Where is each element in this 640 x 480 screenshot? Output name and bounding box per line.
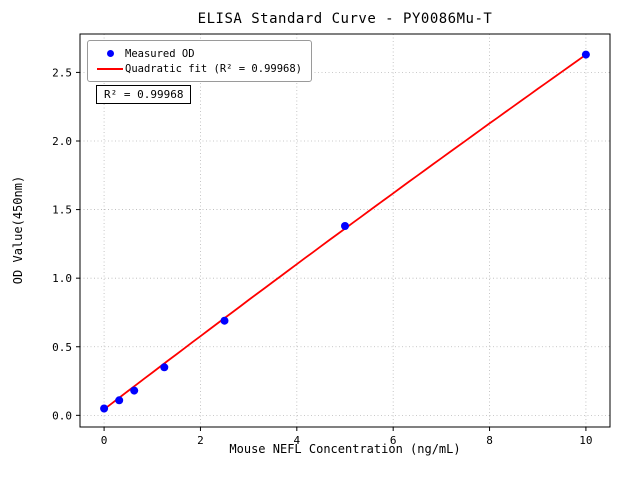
- x-tick-label: 2: [197, 434, 204, 447]
- data-point: [581, 50, 590, 59]
- quadratic-fit-line: [103, 53, 587, 411]
- legend-marker: [95, 50, 125, 57]
- x-tick-label: 10: [579, 434, 592, 447]
- legend-item-quadratic-fit: Quadratic fit (R² = 0.99968): [95, 61, 302, 76]
- blue-dot-marker-icon: [106, 50, 114, 57]
- y-tick-label: 1.0: [52, 272, 72, 285]
- y-tick-label: 0.0: [52, 409, 72, 422]
- data-point: [100, 404, 109, 413]
- legend-label-measured-od: Measured OD: [125, 47, 195, 60]
- y-tick-label: 2.0: [52, 135, 72, 148]
- legend-item-measured-od: Measured OD: [95, 46, 302, 61]
- red-line-marker-icon: [97, 67, 123, 70]
- legend-label-quadratic-fit: Quadratic fit (R² = 0.99968): [125, 62, 303, 75]
- data-point: [115, 396, 124, 405]
- x-tick-label: 4: [294, 434, 301, 447]
- x-tick-label: 0: [101, 434, 108, 447]
- y-tick-label: 1.5: [52, 204, 72, 217]
- data-point: [341, 222, 349, 230]
- y-tick-label: 0.5: [52, 341, 72, 354]
- y-axis-label: OD Value(450nm): [11, 175, 25, 285]
- data-point: [130, 386, 139, 395]
- x-tick-label: 8: [486, 434, 493, 447]
- x-tick-label: 6: [390, 434, 397, 447]
- x-axis-label: Mouse NEFL Concentration (ng/mL): [229, 442, 461, 456]
- data-point: [220, 316, 229, 325]
- data-point: [160, 363, 169, 372]
- plot-frame: [79, 33, 611, 428]
- y-tick-label: 2.5: [52, 66, 72, 79]
- r-squared-annotation: R² = 0.99968: [96, 85, 192, 104]
- legend-marker: [95, 67, 125, 70]
- chart-title: ELISA Standard Curve - PY0086Mu-T: [197, 11, 493, 27]
- legend: Measured OD Quadratic fit (R² = 0.99968): [87, 40, 313, 82]
